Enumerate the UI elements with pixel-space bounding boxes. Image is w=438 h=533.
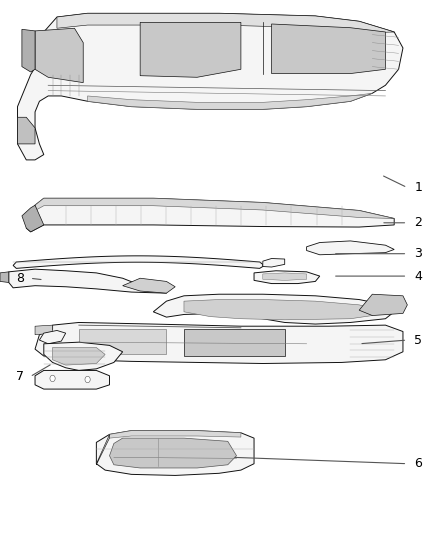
Polygon shape — [53, 348, 105, 365]
Polygon shape — [140, 22, 241, 77]
Polygon shape — [35, 198, 394, 219]
Polygon shape — [359, 294, 407, 316]
Polygon shape — [35, 322, 403, 364]
Polygon shape — [9, 269, 166, 293]
Polygon shape — [110, 431, 241, 438]
Text: 6: 6 — [414, 457, 422, 470]
Polygon shape — [35, 325, 53, 335]
Polygon shape — [307, 241, 394, 255]
Text: 4: 4 — [414, 270, 422, 282]
Polygon shape — [263, 259, 285, 267]
Polygon shape — [96, 431, 254, 475]
Polygon shape — [18, 13, 403, 160]
Text: 3: 3 — [414, 247, 422, 260]
Polygon shape — [79, 329, 166, 354]
Polygon shape — [13, 256, 263, 269]
Polygon shape — [123, 278, 175, 293]
Polygon shape — [88, 93, 372, 109]
Polygon shape — [22, 29, 35, 72]
Polygon shape — [57, 13, 394, 33]
Polygon shape — [39, 330, 66, 344]
Text: 7: 7 — [16, 370, 24, 383]
Polygon shape — [35, 28, 83, 83]
Circle shape — [50, 375, 55, 382]
Text: 1: 1 — [414, 181, 422, 194]
Polygon shape — [18, 117, 35, 144]
Polygon shape — [22, 205, 44, 232]
Text: 2: 2 — [414, 216, 422, 229]
Polygon shape — [0, 272, 9, 282]
Polygon shape — [184, 300, 381, 320]
Circle shape — [85, 376, 90, 383]
Polygon shape — [44, 342, 123, 370]
Polygon shape — [110, 438, 237, 468]
Text: 8: 8 — [16, 272, 24, 285]
Polygon shape — [35, 370, 110, 389]
Polygon shape — [96, 434, 110, 465]
Polygon shape — [272, 24, 385, 74]
Polygon shape — [263, 273, 307, 280]
Polygon shape — [26, 198, 394, 232]
Polygon shape — [153, 294, 394, 324]
Text: 5: 5 — [414, 334, 422, 346]
Polygon shape — [254, 271, 320, 284]
Polygon shape — [184, 329, 285, 356]
